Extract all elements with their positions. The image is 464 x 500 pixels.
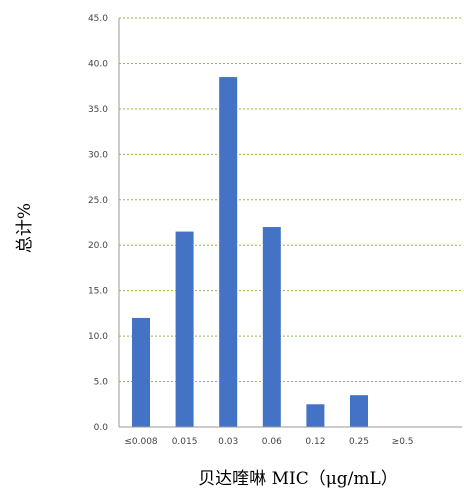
y-tick-label: 25.0 (88, 196, 108, 206)
y-tick-label: 0.0 (94, 423, 109, 433)
y-tick-label: 30.0 (88, 150, 108, 160)
y-tick-label: 10.0 (88, 332, 108, 342)
y-tick-labels: 0.0 5.0 10.0 15.0 20.0 25.0 30.0 35.0 40.0 45.0 (88, 14, 108, 433)
bar (132, 317, 150, 427)
x-tick-label: ≥0.5 (392, 437, 414, 447)
y-tick-label: 20.0 (88, 241, 108, 251)
axes (118, 18, 462, 428)
gridlines (119, 17, 462, 383)
bar (175, 231, 194, 427)
y-axis-title: 总计% (15, 203, 35, 253)
x-tick-labels: ≤0.008 0.015 0.03 0.06 0.12 0.25 ≥0.5 (124, 437, 413, 447)
bar (219, 77, 238, 428)
x-axis-title: 贝达喹啉 MIC（μg/mL） (198, 469, 398, 489)
x-tick-label: 0.06 (262, 437, 282, 447)
y-tick-label: 15.0 (88, 287, 108, 297)
bars (132, 77, 368, 428)
bar (262, 227, 281, 427)
x-tick-label: ≤0.008 (124, 437, 158, 447)
y-tick-label: 40.0 (88, 59, 108, 69)
bar (350, 395, 368, 427)
y-tick-label: 5.0 (94, 378, 109, 388)
x-tick-label: 0.12 (305, 437, 325, 447)
y-tick-label: 45.0 (88, 14, 108, 24)
x-tick-label: 0.015 (172, 437, 198, 447)
bar (306, 404, 325, 427)
x-tick-label: 0.03 (218, 437, 238, 447)
y-tick-label: 35.0 (88, 105, 108, 115)
x-tick-label: 0.25 (349, 437, 369, 447)
